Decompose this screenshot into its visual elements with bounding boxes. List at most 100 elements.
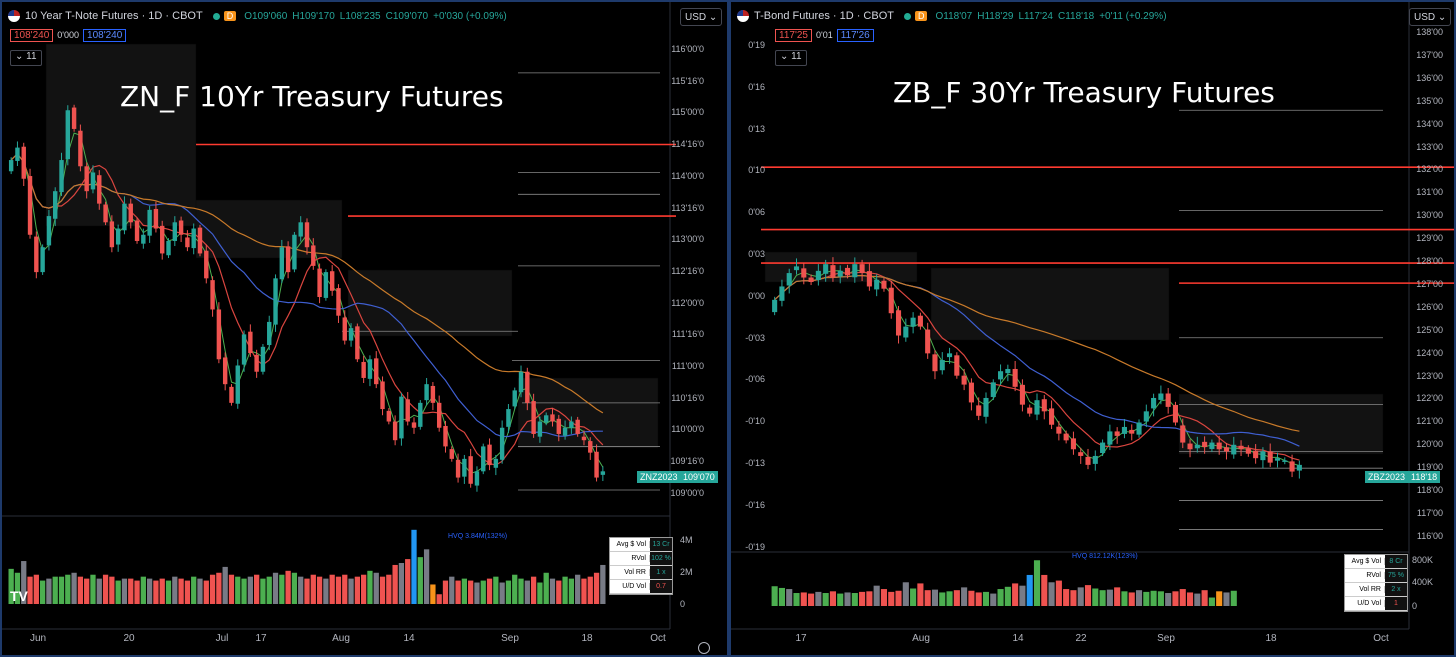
candle-body xyxy=(1129,429,1135,434)
stats-row: Avg $ Vol 13 Cr xyxy=(610,538,672,552)
volume-bar xyxy=(14,572,21,604)
volume-bar xyxy=(593,572,600,604)
volume-bar xyxy=(203,580,209,604)
volume-bar xyxy=(1070,590,1077,606)
candle-body xyxy=(588,441,593,453)
price-tick: 116'00'0 xyxy=(671,44,704,54)
zb-chart-canvas[interactable] xyxy=(731,2,1456,657)
time-tick: 14 xyxy=(1012,633,1024,644)
candle-body xyxy=(285,246,291,273)
volume-bar xyxy=(134,580,140,604)
volume-bar xyxy=(1194,593,1201,606)
candle-body xyxy=(405,399,410,422)
volume-bar xyxy=(128,578,134,604)
stats-row: RVol 102 % xyxy=(610,552,672,566)
volume-bar xyxy=(423,549,430,604)
volume-bar xyxy=(939,592,946,606)
price-tick: 112'00'0 xyxy=(671,297,704,308)
last-price-label: 109'070 xyxy=(680,471,718,483)
zb-legend-header: T-Bond Futures · 1D · CBOT D O118'07 H11… xyxy=(737,8,1172,24)
candle-body xyxy=(1267,451,1273,463)
volume-bar xyxy=(436,594,442,604)
candle-body xyxy=(1158,393,1164,400)
volume-bar xyxy=(844,592,851,606)
candle-body xyxy=(172,222,178,241)
price-tick: 130'00 xyxy=(1416,210,1443,221)
candle-body xyxy=(399,396,404,439)
candle-body xyxy=(575,419,580,434)
candle-body xyxy=(222,357,228,385)
price-tick: 111'00'0 xyxy=(671,361,704,371)
volume-bar xyxy=(568,578,575,604)
candle-body xyxy=(1289,461,1295,472)
volume-bar xyxy=(800,592,807,606)
volume-bar xyxy=(298,576,304,604)
tradingview-logo[interactable]: TV xyxy=(10,588,28,604)
volume-bar xyxy=(1150,590,1157,606)
price-tick: 122'00 xyxy=(1416,393,1443,404)
us-flag-icon xyxy=(8,10,20,22)
left-scale-tick: 0'13 xyxy=(748,123,765,134)
volume-bar xyxy=(197,578,203,604)
currency-select[interactable]: USD ⌄ xyxy=(680,8,723,26)
bid-price[interactable]: 117'25 xyxy=(775,28,812,42)
candle-body xyxy=(1136,422,1142,435)
currency-select[interactable]: USD ⌄ xyxy=(1409,8,1452,26)
stats-key: RVol xyxy=(610,555,650,562)
indicator-count: 11 xyxy=(26,51,37,62)
left-scale-tick: 0'16 xyxy=(748,81,765,92)
volume-bar xyxy=(953,590,960,606)
volume-bar xyxy=(52,576,58,604)
indicators-toggle[interactable]: ⌄ 11 xyxy=(775,50,807,66)
currency-label: USD xyxy=(685,11,707,23)
volume-bar xyxy=(815,591,822,606)
ask-price[interactable]: 117'26 xyxy=(836,28,874,42)
left-scale-tick: -0'13 xyxy=(745,458,765,468)
candle-body xyxy=(1070,438,1076,450)
price-tick: 109'16'0 xyxy=(670,456,704,467)
volume-bar xyxy=(241,578,247,604)
candle-body xyxy=(1194,444,1200,449)
volume-bar xyxy=(33,574,39,604)
us-flag-icon xyxy=(737,10,749,22)
volume-bar xyxy=(895,590,902,606)
price-tick: 119'00 xyxy=(1416,462,1443,473)
stats-key: U/D Vol xyxy=(610,583,650,590)
price-tick: 109'00'0 xyxy=(670,487,704,498)
candle-body xyxy=(569,421,574,428)
change-value: +0'11 (+0.29%) xyxy=(1099,10,1167,22)
symbol-title[interactable]: T-Bond Futures · 1D · CBOT xyxy=(754,10,894,22)
vol-tick: 4M xyxy=(680,535,693,545)
left-scale-tick: 0'19 xyxy=(748,40,765,50)
settings-icon[interactable] xyxy=(698,642,710,654)
symbol-title[interactable]: 10 Year T-Note Futures · 1D · CBOT xyxy=(25,10,203,22)
candle-body xyxy=(779,286,785,301)
candle-body xyxy=(84,166,89,192)
candle-body xyxy=(1253,450,1259,459)
delayed-badge[interactable]: D xyxy=(914,11,928,21)
bid-price[interactable]: 108'240 xyxy=(10,28,54,42)
range-box xyxy=(517,377,659,449)
zn-chart-canvas[interactable] xyxy=(2,2,729,657)
volume-bar xyxy=(866,591,873,606)
volume-bar xyxy=(417,557,423,604)
zn-chart-panel[interactable]: 10 Year T-Note Futures · 1D · CBOT D O10… xyxy=(0,0,729,657)
candle-body xyxy=(888,287,894,314)
volume-bar xyxy=(771,586,778,606)
candle-body xyxy=(1223,447,1230,452)
stats-row: Vol RR 2 x xyxy=(1345,583,1407,597)
candle-body xyxy=(115,228,121,245)
candle-body xyxy=(772,299,778,313)
spread-value: 0'000 xyxy=(57,30,80,40)
volume-bar xyxy=(442,580,449,604)
price-tick: 118'00 xyxy=(1416,485,1443,495)
price-tick: 113'16'0 xyxy=(671,202,704,213)
candle-body xyxy=(241,334,247,365)
zb-chart-panel[interactable]: T-Bond Futures · 1D · CBOT D O118'07 H11… xyxy=(729,0,1456,657)
indicators-toggle[interactable]: ⌄ 11 xyxy=(10,50,42,66)
candle-body xyxy=(1151,397,1157,409)
candle-body xyxy=(260,346,266,372)
candle-body xyxy=(910,317,916,327)
ask-price[interactable]: 108'240 xyxy=(83,28,127,42)
delayed-badge[interactable]: D xyxy=(223,11,237,21)
